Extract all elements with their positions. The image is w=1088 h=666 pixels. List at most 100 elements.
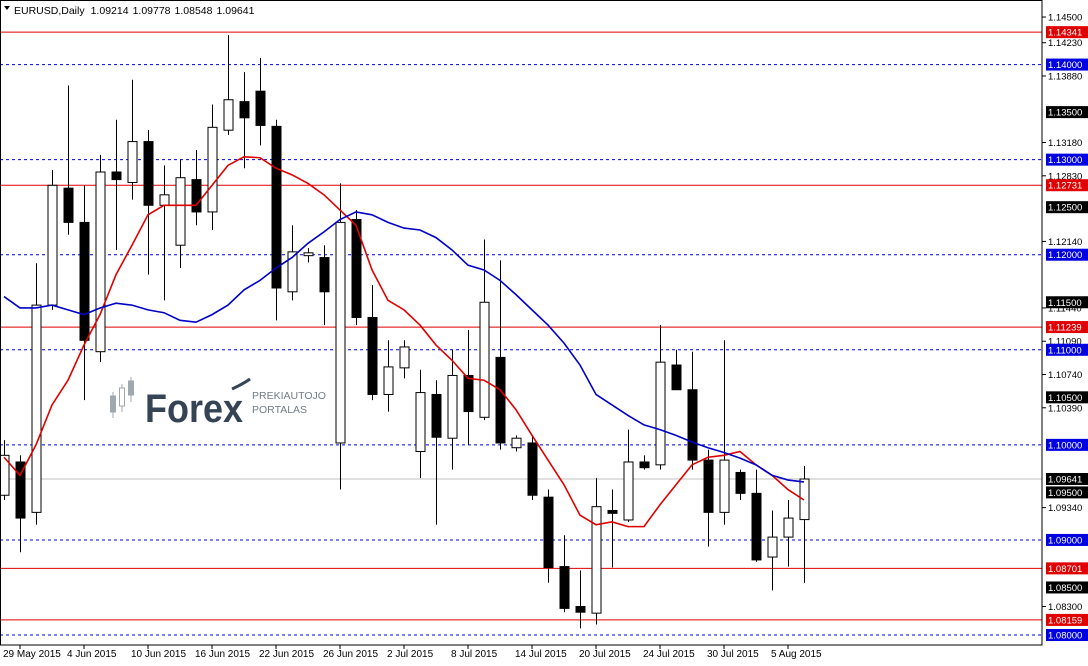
moving-average <box>3 211 805 483</box>
price-box <box>1046 201 1088 214</box>
price-box <box>1046 26 1088 39</box>
candle-body <box>463 374 474 413</box>
candle-body <box>143 141 154 206</box>
candle-body <box>479 301 490 418</box>
candle-body <box>719 459 730 513</box>
candle-body <box>111 171 122 181</box>
header-price: 1.09641 <box>217 5 255 17</box>
candle-body <box>431 393 442 438</box>
price-box <box>1046 106 1088 119</box>
watermark-swoosh <box>231 377 251 391</box>
candle-body <box>687 389 698 461</box>
y-tick-label: 1.11440 <box>1048 303 1082 314</box>
price-box-label: 1.13500 <box>1048 108 1082 119</box>
x-tick-label: 16 Jun 2015 <box>195 649 250 660</box>
price-box-label: 1.12500 <box>1048 203 1082 214</box>
price-box-label: 1.12731 <box>1048 181 1082 192</box>
price-box-label: 1.12000 <box>1048 250 1082 261</box>
symbol: EURUSD,Daily <box>14 5 85 17</box>
header-price: 1.09778 <box>133 5 171 17</box>
price-box <box>1046 438 1088 451</box>
price-box-label: 1.08500 <box>1048 583 1082 594</box>
candle-body <box>79 221 90 341</box>
x-tick-label: 26 Jun 2015 <box>323 649 378 660</box>
candle-body <box>175 177 186 246</box>
watermark: Forex PREKIAUTOJO PORTALAS <box>110 377 326 431</box>
x-tick-label: 22 Jun 2015 <box>259 649 314 660</box>
y-tick-label: 1.10740 <box>1048 370 1082 381</box>
candle-body <box>415 392 426 453</box>
price-box <box>1046 179 1088 192</box>
x-tick-label: 30 Jul 2015 <box>707 649 759 660</box>
x-tick-label: 20 Jul 2015 <box>579 649 631 660</box>
price-box-label: 1.11500 <box>1048 298 1082 309</box>
candle-body <box>799 478 810 521</box>
price-box <box>1046 343 1088 356</box>
price-box <box>1046 296 1088 309</box>
candle-body <box>335 221 346 444</box>
candle-body <box>575 605 586 613</box>
overlays-layer <box>3 155 805 528</box>
candle-body <box>31 304 42 513</box>
candle-body <box>511 437 522 449</box>
candle-body <box>207 126 218 213</box>
candle-body <box>127 141 138 183</box>
candle-body <box>271 125 282 289</box>
price-box <box>1046 533 1088 546</box>
candle-body <box>543 496 554 569</box>
candle-body <box>703 459 714 513</box>
price-box <box>1046 629 1088 642</box>
candle-body <box>367 316 378 395</box>
price-box <box>1046 486 1088 499</box>
y-tick-label: 1.12830 <box>1048 171 1082 182</box>
candle-body <box>319 257 330 293</box>
x-tick-label: 2 Jul 2015 <box>387 649 434 660</box>
price-box-label: 1.09000 <box>1048 535 1082 546</box>
watermark-tagline: PORTALAS <box>252 404 307 416</box>
watermark-brand: Forex <box>145 387 243 431</box>
price-box <box>1046 613 1088 626</box>
y-tick-label: 1.14230 <box>1048 38 1082 49</box>
y-tick-label: 1.09340 <box>1048 503 1082 514</box>
y-tick-label: 1.12140 <box>1048 237 1082 248</box>
candle-body <box>95 171 106 353</box>
y-tick-label: 1.13880 <box>1048 71 1082 82</box>
header-price: 1.09214 <box>91 5 129 17</box>
candle-body <box>255 90 266 126</box>
price-box-label: 1.11239 <box>1048 323 1082 334</box>
candle-body <box>559 566 570 609</box>
candle-body <box>303 252 314 257</box>
price-box <box>1046 391 1088 404</box>
candle-body <box>751 492 762 561</box>
price-box-label: 1.11000 <box>1048 345 1082 356</box>
candle-body <box>655 361 666 466</box>
candle-body <box>607 509 618 514</box>
y-tick-label: 1.08300 <box>1048 602 1082 613</box>
moving-average <box>3 155 805 528</box>
x-tick-label: 8 Jul 2015 <box>451 649 498 660</box>
candle-body <box>591 506 602 614</box>
levels-layer <box>0 31 1042 636</box>
candle-body <box>639 461 650 469</box>
candle-body <box>191 179 202 213</box>
candle-body <box>0 454 10 496</box>
header-text: EURUSD,Daily 1.09214 1.09778 1.08548 1.09641 <box>14 5 255 17</box>
candle-body <box>159 194 170 206</box>
price-box <box>1046 562 1088 575</box>
candle-body <box>399 346 410 369</box>
candle-body <box>351 219 362 318</box>
candle-body <box>527 442 538 496</box>
candles-layer <box>0 35 810 629</box>
price-box-label: 1.14341 <box>1048 28 1082 39</box>
price-box <box>1046 248 1088 261</box>
price-box <box>1046 581 1088 594</box>
price-box-label: 1.09641 <box>1048 474 1082 485</box>
y-tick-label: 1.10390 <box>1048 403 1082 414</box>
price-box-label: 1.08701 <box>1048 564 1082 575</box>
price-box-label: 1.10500 <box>1048 393 1082 404</box>
candle-body <box>15 461 26 519</box>
price-box-label: 1.09500 <box>1048 488 1082 499</box>
price-box-label: 1.08000 <box>1048 631 1082 642</box>
